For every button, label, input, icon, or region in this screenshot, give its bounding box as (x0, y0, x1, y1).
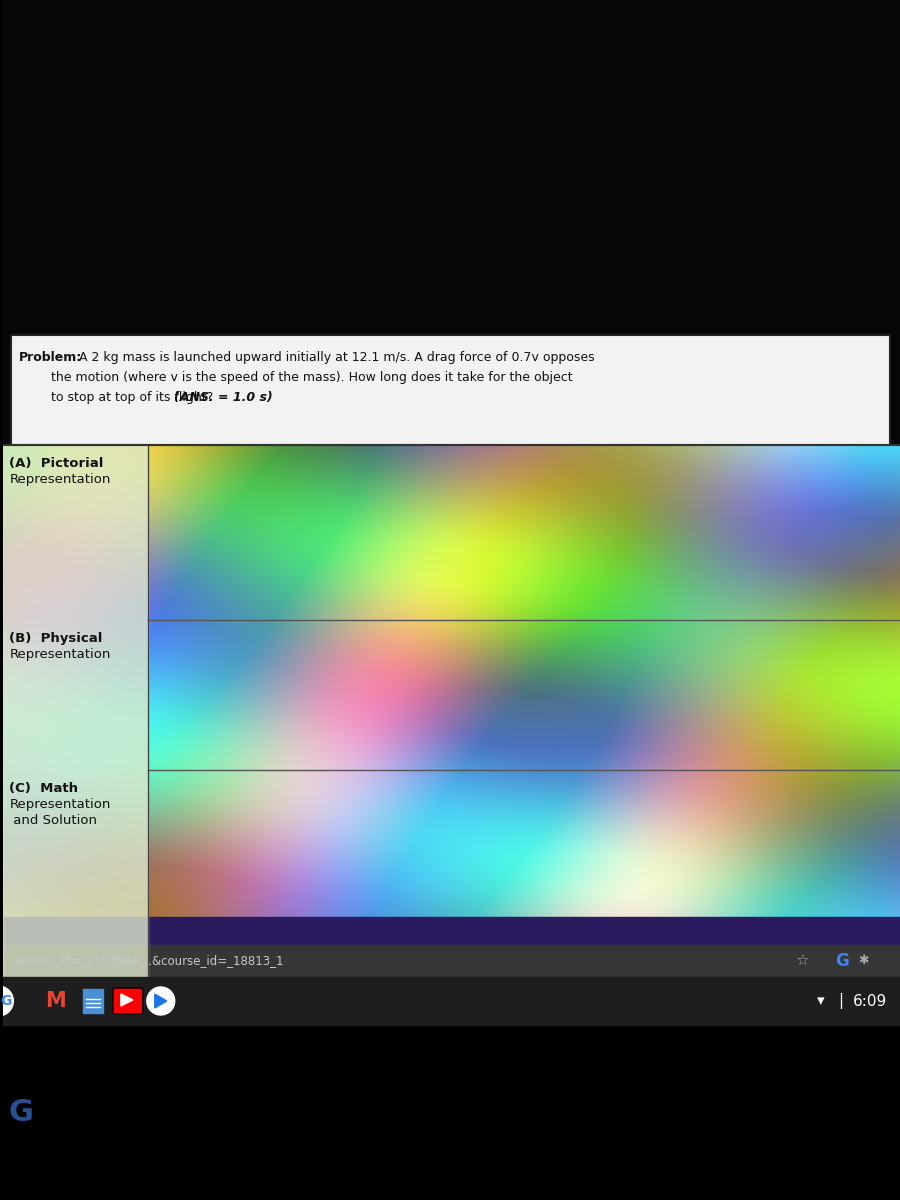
Text: M: M (45, 991, 66, 1010)
Text: 6:09: 6:09 (853, 994, 887, 1008)
Text: ontent_id=_1183944_1&course_id=_18813_1: ontent_id=_1183944_1&course_id=_18813_1 (15, 954, 284, 967)
Text: and Solution: and Solution (9, 814, 97, 827)
Bar (4, 917, 900, 946)
Text: (B)  Physical: (B) Physical (9, 632, 103, 646)
Text: (C)  Math: (C) Math (9, 782, 78, 794)
Bar (4, 977, 900, 1025)
Text: Representation: Representation (9, 473, 111, 486)
Text: (A)  Pictorial: (A) Pictorial (9, 457, 104, 470)
Text: |: | (838, 994, 842, 1009)
Text: Problem:: Problem: (19, 350, 83, 364)
Bar (83, 989, 103, 1013)
Bar (4, 946, 900, 977)
Polygon shape (121, 994, 133, 1006)
Text: to stop at top of its flight?: to stop at top of its flight? (19, 391, 218, 404)
Bar (4, 1025, 900, 1200)
Bar (4, 445, 148, 1015)
Text: G: G (8, 1098, 33, 1127)
Bar (4, 0, 900, 917)
Text: A 2 kg mass is launched upward initially at 12.1 m/s. A drag force of 0.7v oppos: A 2 kg mass is launched upward initially… (75, 350, 595, 364)
Bar (12, 335, 890, 445)
Text: (ANS. = 1.0 s): (ANS. = 1.0 s) (174, 391, 273, 404)
Text: G: G (835, 952, 849, 970)
Text: ▾: ▾ (816, 994, 824, 1008)
Circle shape (147, 986, 175, 1015)
Text: ☆: ☆ (796, 954, 809, 968)
Text: Representation: Representation (9, 648, 111, 661)
FancyBboxPatch shape (113, 988, 143, 1014)
Text: the motion (where v is the speed of the mass). How long does it take for the obj: the motion (where v is the speed of the … (19, 371, 573, 384)
Text: G: G (1, 994, 12, 1008)
Circle shape (0, 986, 14, 1016)
Polygon shape (155, 994, 166, 1008)
Text: ✱: ✱ (859, 954, 868, 967)
Text: Representation: Representation (9, 798, 111, 811)
